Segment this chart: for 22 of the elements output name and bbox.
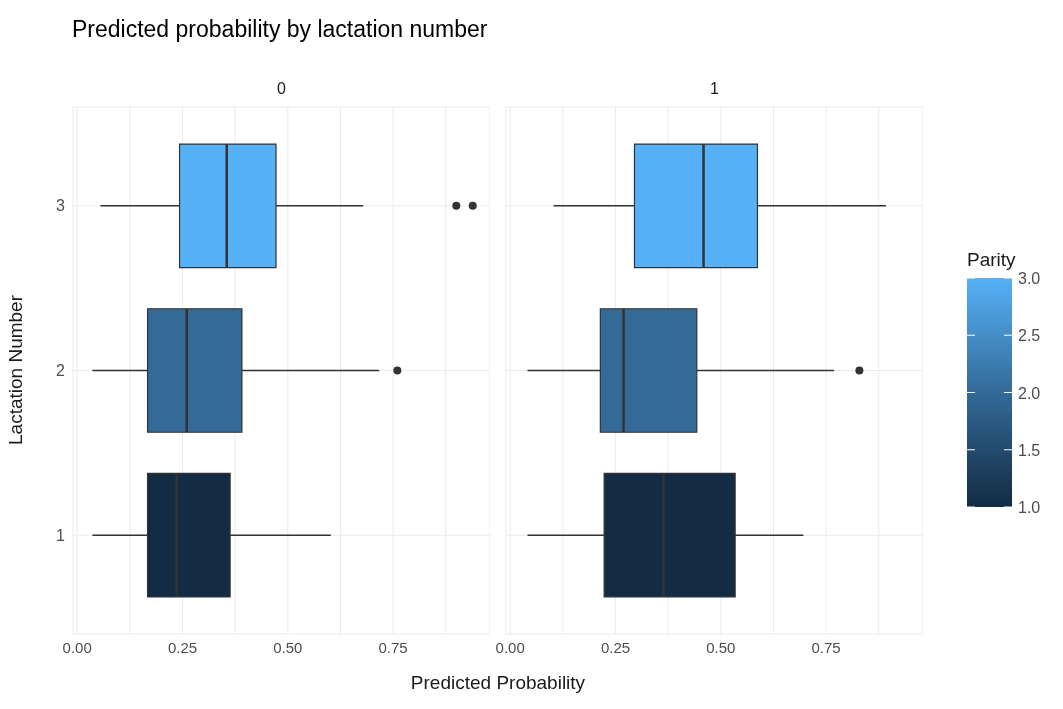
x-tick-label: 0.00 <box>495 638 525 656</box>
x-tick-label: 0.00 <box>62 638 92 656</box>
y-tick-label: 3 <box>56 197 66 215</box>
color-bar-title: Parity <box>967 249 1017 270</box>
x-tick-label: 0.25 <box>167 638 198 656</box>
x-tick-label: 0.25 <box>600 638 631 656</box>
color-bar-label: 2.5 <box>1018 327 1041 345</box>
x-tick-label: 0.75 <box>811 638 841 656</box>
x-tick-label: 0.50 <box>273 638 303 656</box>
x-tick-label: 0.50 <box>706 638 736 656</box>
color-bar-label: 3.0 <box>1018 270 1041 287</box>
x-tick-label: 0.75 <box>378 638 408 656</box>
y-tick-label: 2 <box>56 362 66 380</box>
chart-title: Predicted probability by lactation number <box>72 16 488 43</box>
color-bar-label: 1.0 <box>1018 499 1041 516</box>
x-axis-title: Predicted Probability <box>409 672 587 694</box>
y-axis-title: Lactation Number <box>5 293 27 447</box>
color-bar-label: 2.0 <box>1018 384 1041 402</box>
chart-subtitle: 0 <box>276 80 287 98</box>
color-bar-label: 1.5 <box>1018 441 1041 459</box>
chart-subtitle: 1 <box>709 80 720 98</box>
y-tick-label: 1 <box>56 526 66 544</box>
